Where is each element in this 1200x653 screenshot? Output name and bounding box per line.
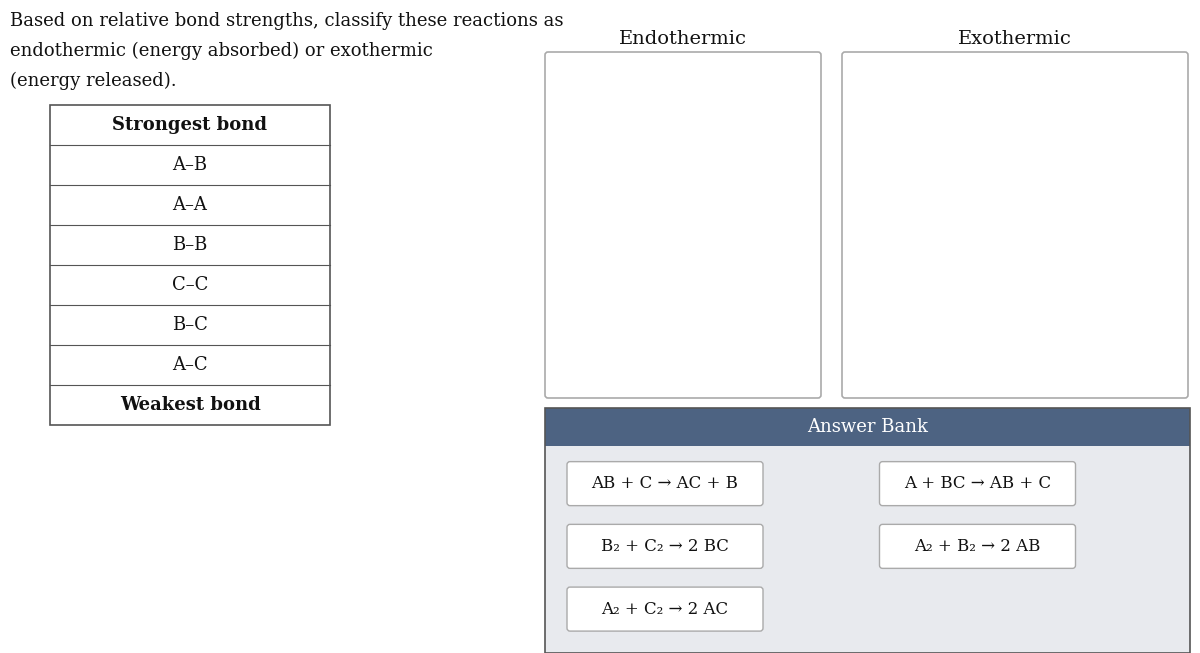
Text: AB + C → AC + B: AB + C → AC + B [592,475,738,492]
FancyBboxPatch shape [545,52,821,398]
FancyBboxPatch shape [568,462,763,505]
Bar [50,105,330,425]
Text: A + BC → AB + C: A + BC → AB + C [904,475,1051,492]
Text: Weakest bond: Weakest bond [120,396,260,414]
Text: A–C: A–C [172,356,208,374]
Text: Endothermic: Endothermic [619,30,746,48]
Text: A–A: A–A [173,196,208,214]
FancyBboxPatch shape [880,524,1075,568]
Text: (energy released).: (energy released). [10,72,176,90]
FancyBboxPatch shape [568,587,763,631]
Text: Exothermic: Exothermic [958,30,1072,48]
FancyBboxPatch shape [880,462,1075,505]
Text: B–B: B–B [173,236,208,254]
Bar [545,408,1190,446]
Text: Answer Bank: Answer Bank [808,418,928,436]
Text: B₂ + C₂ → 2 BC: B₂ + C₂ → 2 BC [601,538,728,555]
Bar [545,408,1190,653]
Text: endothermic (energy absorbed) or exothermic: endothermic (energy absorbed) or exother… [10,42,433,60]
Text: A₂ + C₂ → 2 AC: A₂ + C₂ → 2 AC [601,601,728,618]
Bar [545,446,1190,653]
Text: Based on relative bond strengths, classify these reactions as: Based on relative bond strengths, classi… [10,12,564,30]
Text: C–C: C–C [172,276,208,294]
Text: Strongest bond: Strongest bond [113,116,268,134]
FancyBboxPatch shape [842,52,1188,398]
Text: B–C: B–C [172,316,208,334]
Text: A₂ + B₂ → 2 AB: A₂ + B₂ → 2 AB [914,538,1040,555]
FancyBboxPatch shape [568,524,763,568]
Text: A–B: A–B [173,156,208,174]
